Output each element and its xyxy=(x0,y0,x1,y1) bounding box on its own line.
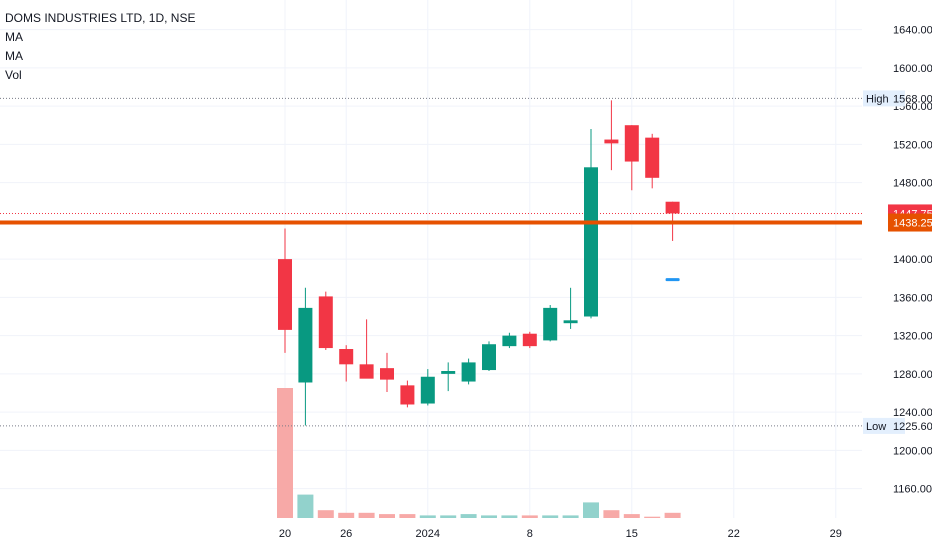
candle-body[interactable] xyxy=(645,137,660,178)
candle-body[interactable] xyxy=(441,371,456,374)
volume-bar[interactable] xyxy=(481,515,497,518)
ma-indicator-2-label[interactable]: MA xyxy=(5,49,23,63)
candle-body[interactable] xyxy=(278,259,292,330)
candle-body[interactable] xyxy=(522,333,537,347)
volume-bar[interactable] xyxy=(562,515,579,518)
volume-bar[interactable] xyxy=(338,512,355,518)
candle-body[interactable] xyxy=(339,349,354,365)
y-tick-label: 1280.00 xyxy=(893,369,932,381)
candle-body[interactable] xyxy=(482,344,496,371)
x-tick-label: 20 xyxy=(279,528,291,540)
y-tick-label: 1200.00 xyxy=(893,445,932,457)
candle-body[interactable] xyxy=(502,335,517,347)
candle-body[interactable] xyxy=(584,167,598,317)
candle-body[interactable] xyxy=(604,139,619,144)
low-value: 1225.60 xyxy=(893,421,932,433)
candle-body[interactable] xyxy=(461,362,476,382)
volume-bar[interactable] xyxy=(521,515,538,518)
x-tick-label: 26 xyxy=(340,528,352,540)
volume-bar[interactable] xyxy=(277,388,293,518)
candle-body[interactable] xyxy=(359,364,374,379)
x-tick-label: 29 xyxy=(830,528,842,540)
candle-body[interactable] xyxy=(563,320,578,324)
volume-bar[interactable] xyxy=(399,514,416,518)
candle-body[interactable] xyxy=(318,296,333,349)
support-price-tag[interactable] xyxy=(888,213,932,232)
volume-bar[interactable] xyxy=(460,514,477,518)
low-label-box xyxy=(863,417,905,434)
candle-body[interactable] xyxy=(624,125,639,162)
volume-bar[interactable] xyxy=(297,494,314,518)
symbol-title[interactable]: DOMS INDUSTRIES LTD, 1D, NSE xyxy=(5,11,196,25)
candle-body[interactable] xyxy=(380,368,394,380)
y-tick-label: 1240.00 xyxy=(893,407,932,419)
marker-dash[interactable] xyxy=(665,278,680,282)
x-tick-label: 22 xyxy=(728,528,740,540)
y-tick-label: 1360.00 xyxy=(893,292,932,304)
ma-indicator-1-label[interactable]: MA xyxy=(5,30,23,44)
volume-indicator-label[interactable]: Vol xyxy=(5,68,22,82)
volume-bar[interactable] xyxy=(440,515,457,518)
volume-bar[interactable] xyxy=(317,510,334,518)
high-label-box xyxy=(863,90,905,107)
low-label: Low xyxy=(866,421,886,433)
candle-body[interactable] xyxy=(543,307,558,341)
x-tick-label: 15 xyxy=(626,528,638,540)
chart-legend: DOMS INDUSTRIES LTD, 1D, NSE MA MA Vol xyxy=(5,9,195,85)
y-tick-label: 1600.00 xyxy=(893,63,932,75)
y-tick-label: 1520.00 xyxy=(893,139,932,151)
volume-bar[interactable] xyxy=(419,515,436,518)
y-tick-label: 1640.00 xyxy=(893,25,932,37)
candle-body[interactable] xyxy=(298,307,313,383)
volume-bar[interactable] xyxy=(358,512,375,518)
y-tick-label: 1480.00 xyxy=(893,178,932,190)
y-tick-label: 1160.00 xyxy=(893,484,932,496)
volume-bar[interactable] xyxy=(644,516,661,518)
candle-body[interactable] xyxy=(665,201,680,214)
high-value: 1568.00 xyxy=(893,93,932,105)
x-tick-label: 8 xyxy=(527,528,533,540)
y-tick-label: 1400.00 xyxy=(893,254,932,266)
volume-bar[interactable] xyxy=(501,515,518,518)
candle-body[interactable] xyxy=(420,376,435,404)
volume-bar[interactable] xyxy=(542,515,559,518)
y-tick-label: 1320.00 xyxy=(893,331,932,343)
volume-bar[interactable] xyxy=(379,514,395,518)
x-tick-label: 2024 xyxy=(416,528,440,540)
volume-bar[interactable] xyxy=(603,510,620,518)
volume-bar[interactable] xyxy=(583,502,599,518)
support-price-value: 1438.25 xyxy=(893,218,932,230)
volume-bar[interactable] xyxy=(623,514,640,518)
volume-bar[interactable] xyxy=(664,512,681,518)
high-label: High xyxy=(866,93,889,105)
candle-body[interactable] xyxy=(400,385,415,405)
